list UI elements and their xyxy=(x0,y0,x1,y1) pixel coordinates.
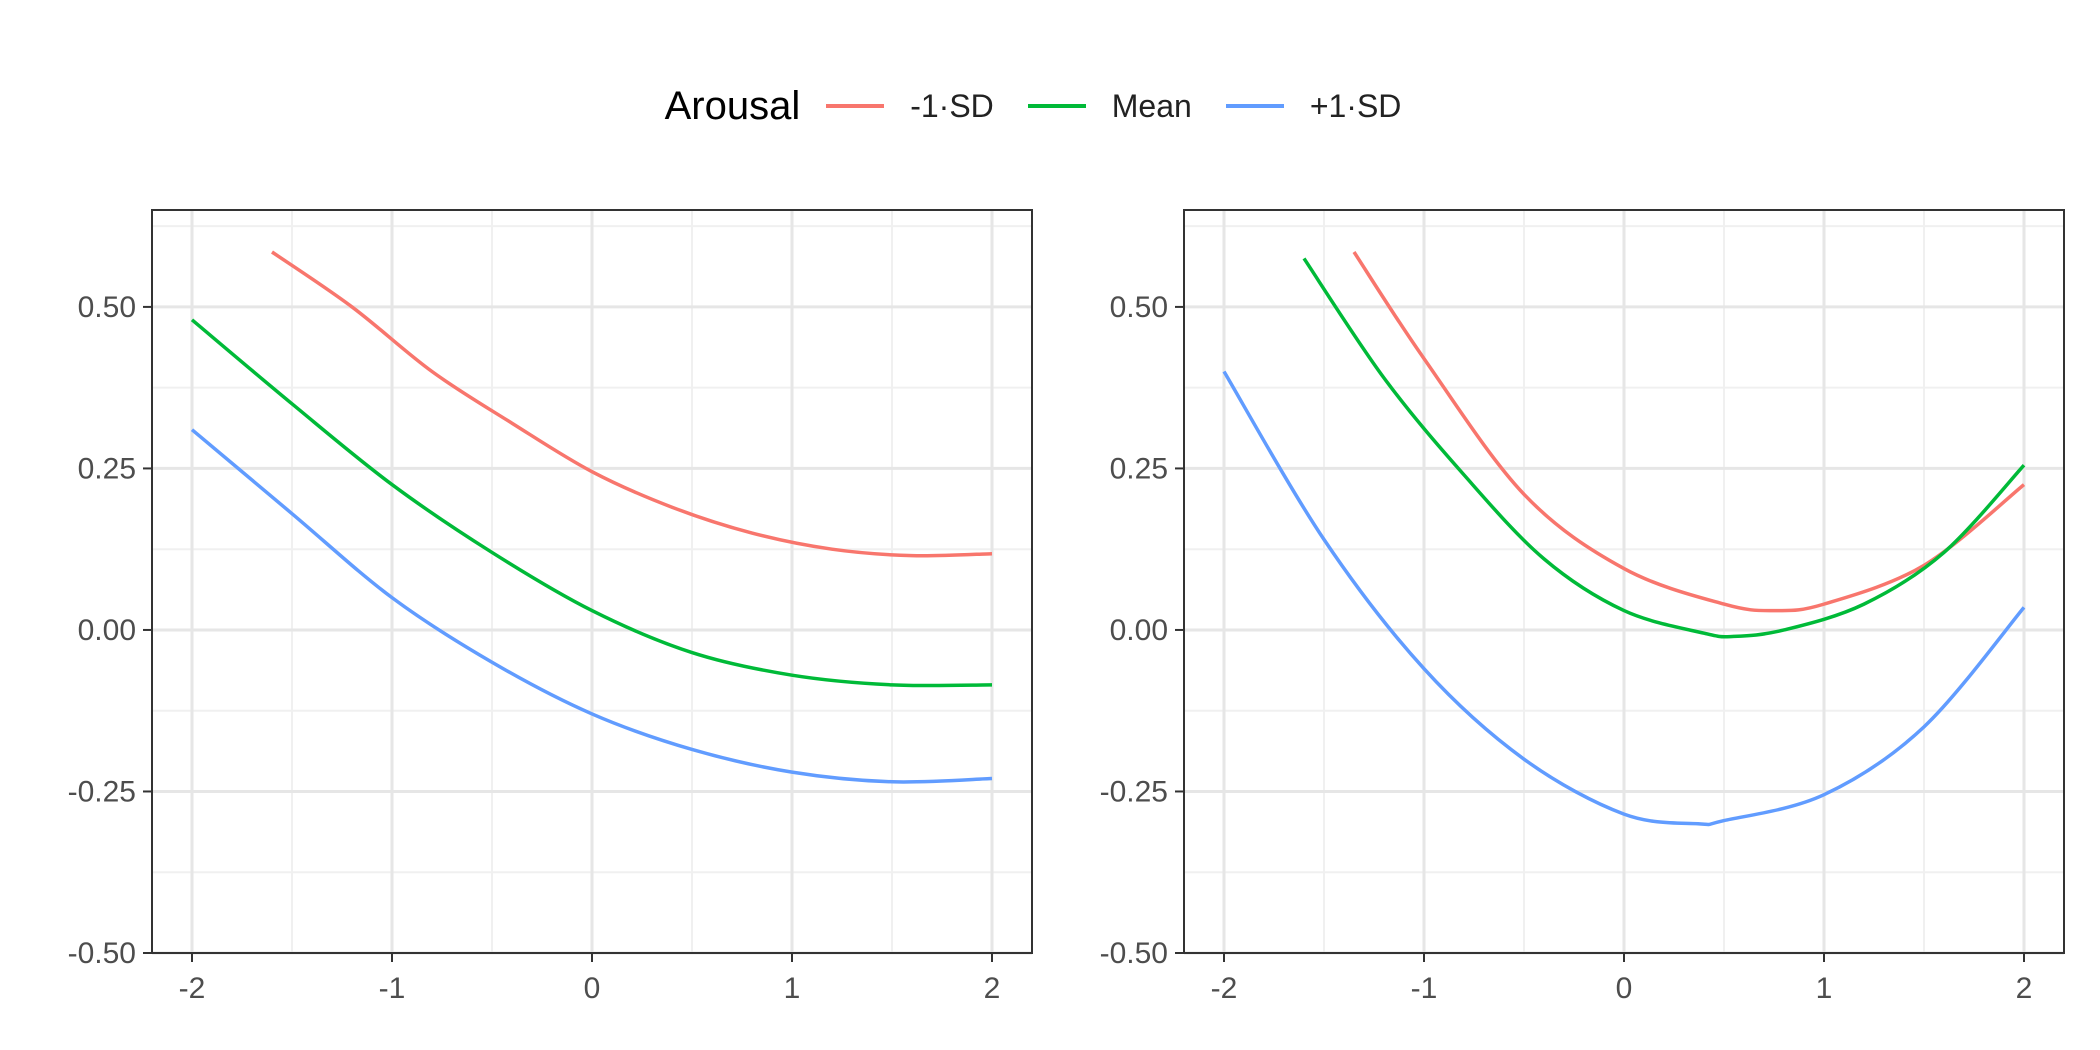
series-line-minus-1sd xyxy=(1352,251,2026,613)
y-tick-label: 0.25 xyxy=(1110,452,1168,485)
series-line-mean xyxy=(190,318,993,688)
x-tick-label: 2 xyxy=(984,972,1001,1005)
y-tick-label: -0.50 xyxy=(1100,937,1168,970)
legend-title: Arousal xyxy=(664,83,801,128)
legend-label-plus-1sd: +1·SD xyxy=(1309,87,1402,124)
legend-item-mean: Mean xyxy=(1027,87,1192,125)
legend-item-minus-1sd: -1·SD xyxy=(826,88,994,125)
y-tick-label: 0.50 xyxy=(1110,291,1168,324)
x-tick-label: -2 xyxy=(1211,972,1238,1005)
y-tick-label: -0.50 xyxy=(68,937,136,970)
series-line-minus-1sd xyxy=(271,250,993,558)
series-line-plus-1sd xyxy=(1222,370,2026,827)
legend-item-plus-1sd: +1·SD xyxy=(1225,87,1402,125)
y-tick-label: -0.25 xyxy=(1100,775,1168,808)
x-tick-label: 1 xyxy=(784,972,801,1005)
y-tick-label: -0.25 xyxy=(68,775,136,808)
y-tick-label: 0.25 xyxy=(78,452,136,485)
x-tick-label: 1 xyxy=(1816,972,1833,1005)
panel-2: -2 -1 0 1 2 -0.50 -0.25 0.00 0.25 0.50 xyxy=(1100,209,2065,1005)
legend-key-plus-1sd xyxy=(1225,104,1284,108)
y-tick-label: 0.00 xyxy=(1110,614,1168,647)
legend-label-minus-1sd: -1·SD xyxy=(910,87,994,124)
series-line-plus-1sd xyxy=(190,428,993,784)
x-tick-label: -1 xyxy=(1411,972,1438,1005)
x-tick-label: -1 xyxy=(379,972,406,1005)
x-tick-label: 2 xyxy=(2016,972,2033,1005)
panel-1: -2 -1 0 1 2 -0.50 -0.25 0.00 0.25 0.50 xyxy=(68,209,1033,1005)
legend-label-mean: Mean xyxy=(1111,87,1192,124)
legend-key-mean xyxy=(1027,104,1086,108)
x-tick-label: 0 xyxy=(584,972,601,1005)
y-tick-label: 0.00 xyxy=(78,614,136,647)
y-tick-label: 0.50 xyxy=(78,291,136,324)
legend-key-minus-1sd xyxy=(826,104,885,108)
x-tick-label: -2 xyxy=(179,972,206,1005)
x-tick-label: 0 xyxy=(1616,972,1633,1005)
legend: Arousal -1·SD Mean +1·SD xyxy=(0,74,2100,138)
series-line-mean xyxy=(1302,257,2026,639)
